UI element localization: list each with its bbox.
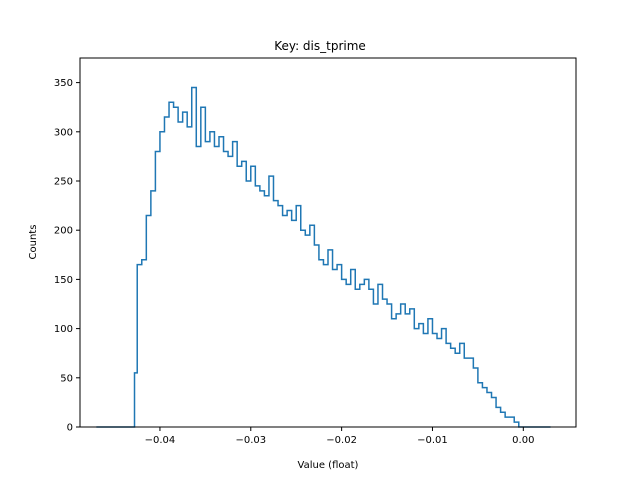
- x-tick-label: −0.03: [235, 435, 266, 446]
- y-tick-label: 300: [54, 127, 73, 138]
- y-tick-label: 100: [54, 324, 73, 335]
- plot-area: [96, 86, 551, 428]
- y-axis-title: Counts: [28, 225, 39, 260]
- axes-frame: [79, 57, 577, 428]
- y-tick-label: 350: [54, 78, 73, 89]
- y-tick-label: 50: [60, 373, 73, 384]
- chart-title: Key: dis_tprime: [274, 39, 366, 53]
- y-tick-label: 150: [54, 275, 73, 286]
- y-axis: 0 50 100 150 200 250 300 350: [54, 78, 80, 434]
- x-tick-label: −0.04: [145, 435, 176, 446]
- y-tick-label: 250: [54, 177, 73, 188]
- y-tick-label: 200: [54, 226, 73, 237]
- y-tick-label: 0: [67, 423, 73, 434]
- histogram-series-0: [96, 86, 551, 428]
- x-tick-label: −0.01: [417, 435, 448, 446]
- x-tick-label: −0.02: [326, 435, 357, 446]
- x-axis-title: Value (float): [298, 460, 359, 471]
- x-axis: −0.04 −0.03 −0.02 −0.01 0.00: [145, 427, 534, 446]
- x-tick-label: 0.00: [512, 435, 534, 446]
